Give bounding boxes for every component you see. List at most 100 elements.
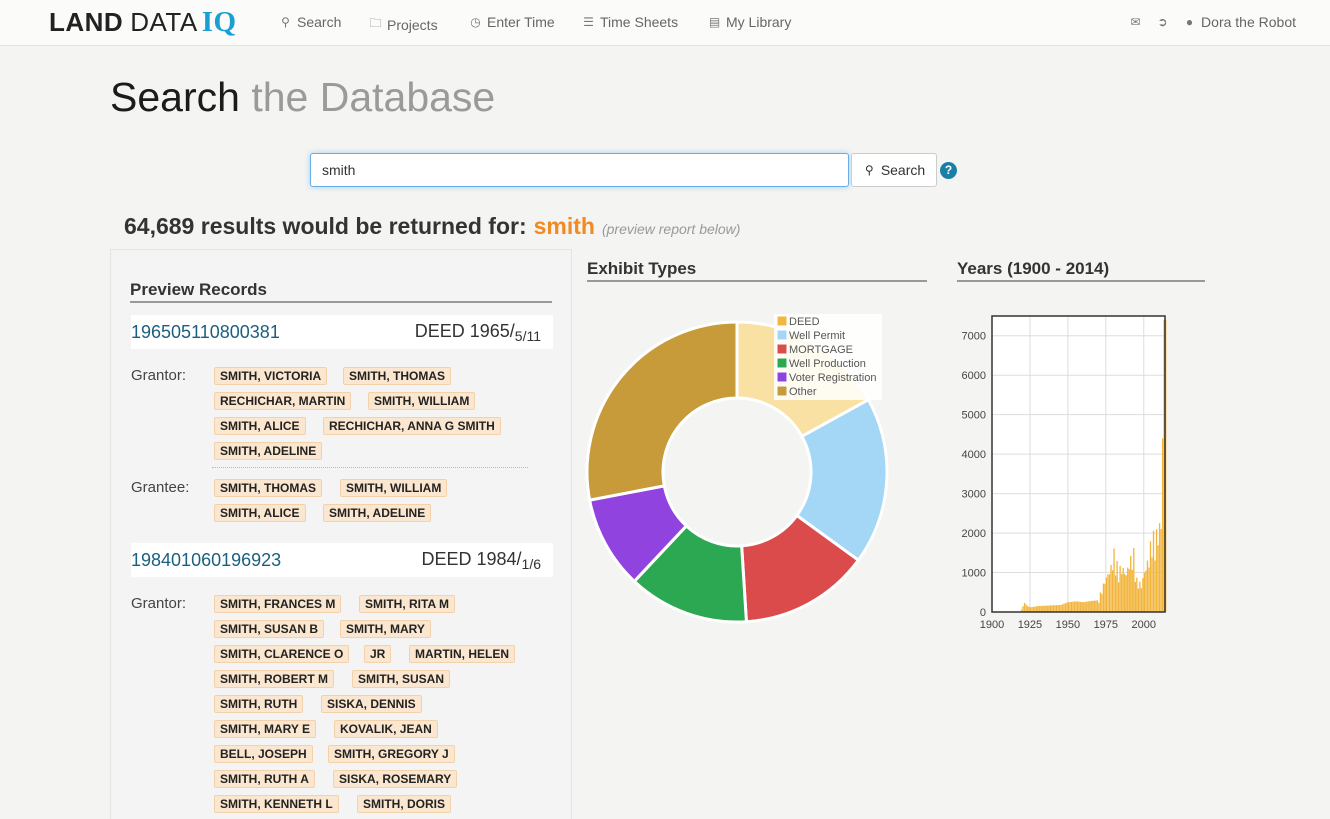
year-bar[interactable] [1090, 600, 1092, 612]
party-tag[interactable]: RECHICHAR, MARTIN [214, 392, 352, 410]
party-tag[interactable]: SMITH, THOMAS [214, 479, 322, 497]
year-bar[interactable] [1102, 583, 1105, 612]
year-bar[interactable] [1020, 609, 1023, 612]
year-bar[interactable] [1133, 548, 1135, 612]
year-bar[interactable] [1101, 594, 1103, 612]
year-bar[interactable] [1072, 601, 1074, 612]
year-bar[interactable] [1046, 605, 1048, 612]
party-tag[interactable]: BELL, JOSEPH [214, 745, 313, 763]
year-bar[interactable] [1066, 602, 1068, 612]
record-id-link[interactable]: 196505110800381 [131, 322, 280, 342]
year-bar[interactable] [1155, 529, 1158, 612]
year-bar[interactable] [1128, 569, 1130, 612]
year-bar[interactable] [1093, 600, 1095, 612]
year-bar[interactable] [1104, 583, 1106, 612]
party-tag[interactable]: SMITH, CLARENCE O [214, 645, 350, 663]
year-bar[interactable] [1148, 567, 1150, 612]
year-bar[interactable] [1151, 557, 1153, 612]
year-bar[interactable] [1122, 567, 1124, 612]
year-bar[interactable] [1163, 319, 1165, 612]
party-tag[interactable]: RECHICHAR, ANNA G SMITH [323, 417, 501, 435]
year-bar[interactable] [1081, 601, 1083, 612]
year-bar[interactable] [1063, 603, 1065, 612]
year-bar[interactable] [1070, 601, 1073, 612]
brand-logo[interactable]: LAND DATA IQ [49, 6, 237, 42]
year-bar[interactable] [1031, 607, 1033, 612]
party-tag[interactable]: SMITH, FRANCES M [214, 595, 342, 613]
party-tag[interactable]: SMITH, VICTORIA [214, 367, 328, 385]
party-tag[interactable]: SMITH, ALICE [214, 504, 306, 522]
year-bar[interactable] [1080, 601, 1082, 612]
year-bar[interactable] [1087, 601, 1089, 612]
year-bar[interactable] [1026, 606, 1029, 612]
party-tag[interactable]: SMITH, MARY [340, 620, 431, 638]
party-tag[interactable]: SMITH, SUSAN [352, 670, 451, 688]
year-bar[interactable] [1149, 541, 1152, 612]
nav-enter-time[interactable]: ◷ Enter Time [469, 14, 554, 30]
year-bar[interactable] [1142, 578, 1144, 612]
party-tag[interactable]: MARTIN, HELEN [409, 645, 515, 663]
party-tag[interactable]: SMITH, THOMAS [343, 367, 451, 385]
year-bar[interactable] [1055, 605, 1058, 612]
year-bar[interactable] [1061, 604, 1064, 612]
year-bar[interactable] [1119, 565, 1121, 612]
year-bar[interactable] [1161, 438, 1164, 612]
chat-icon[interactable]: ✉ [1130, 15, 1141, 29]
year-bar[interactable] [1049, 605, 1051, 612]
year-bar[interactable] [1143, 572, 1146, 612]
year-bar[interactable] [1042, 605, 1044, 612]
year-bar[interactable] [1089, 601, 1091, 612]
party-tag[interactable]: SMITH, WILLIAM [368, 392, 476, 410]
year-bar[interactable] [1048, 605, 1050, 612]
party-tag[interactable]: SMITH, DORIS [357, 795, 452, 813]
year-bar[interactable] [1032, 606, 1035, 612]
year-bar[interactable] [1075, 601, 1077, 612]
pie-slice-other[interactable] [585, 320, 739, 502]
year-bar[interactable] [1054, 605, 1056, 612]
year-bar[interactable] [1095, 600, 1097, 612]
year-bar[interactable] [1057, 605, 1059, 612]
year-bar[interactable] [1110, 564, 1112, 612]
year-bar[interactable] [1146, 560, 1149, 612]
party-tag[interactable]: SMITH, RUTH [214, 695, 304, 713]
party-tag[interactable]: SMITH, ADELINE [214, 442, 323, 460]
party-tag[interactable]: SMITH, SUSAN B [214, 620, 325, 638]
year-bar[interactable] [1084, 601, 1086, 612]
year-bar[interactable] [1113, 548, 1115, 612]
year-bar[interactable] [1114, 575, 1117, 612]
year-bar[interactable] [1111, 570, 1114, 612]
year-bar[interactable] [1039, 606, 1041, 612]
year-bar[interactable] [1028, 606, 1030, 612]
year-bar[interactable] [1136, 577, 1138, 612]
party-tag[interactable]: KOVALIK, JEAN [334, 720, 438, 738]
year-bar[interactable] [1040, 605, 1042, 612]
year-bar[interactable] [1051, 605, 1053, 612]
year-bar[interactable] [1139, 581, 1141, 612]
pie-slice-well-permit[interactable] [794, 397, 889, 563]
party-tag[interactable]: SMITH, RUTH A [214, 770, 315, 788]
year-bar[interactable] [1124, 574, 1126, 612]
search-button[interactable]: ⚲ Search [851, 153, 937, 187]
year-bar[interactable] [1034, 606, 1036, 612]
nav-projects[interactable]: 🗀 Projects [369, 14, 437, 35]
year-bar[interactable] [1125, 575, 1127, 612]
year-bar[interactable] [1060, 604, 1062, 612]
year-bar[interactable] [1145, 570, 1147, 612]
nav-time-sheets[interactable]: ☰ Time Sheets [582, 14, 678, 30]
year-bar[interactable] [1160, 529, 1162, 612]
nav-my-library[interactable]: ▤ My Library [708, 14, 792, 30]
year-bar[interactable] [1116, 561, 1118, 612]
nav-search[interactable]: ⚲ Search [279, 14, 341, 30]
year-bar[interactable] [1076, 601, 1079, 612]
party-tag[interactable]: SISKA, DENNIS [321, 695, 422, 713]
year-bar[interactable] [1131, 569, 1133, 612]
year-bar[interactable] [1043, 605, 1045, 612]
year-bar[interactable] [1064, 603, 1067, 612]
year-bar[interactable] [1117, 582, 1120, 612]
year-bar[interactable] [1154, 560, 1156, 612]
party-tag[interactable]: SISKA, ROSEMARY [333, 770, 458, 788]
year-bar[interactable] [1105, 577, 1108, 612]
year-bar[interactable] [1025, 604, 1027, 612]
party-tag[interactable]: SMITH, ADELINE [323, 504, 432, 522]
party-tag[interactable]: SMITH, KENNETH L [214, 795, 339, 813]
